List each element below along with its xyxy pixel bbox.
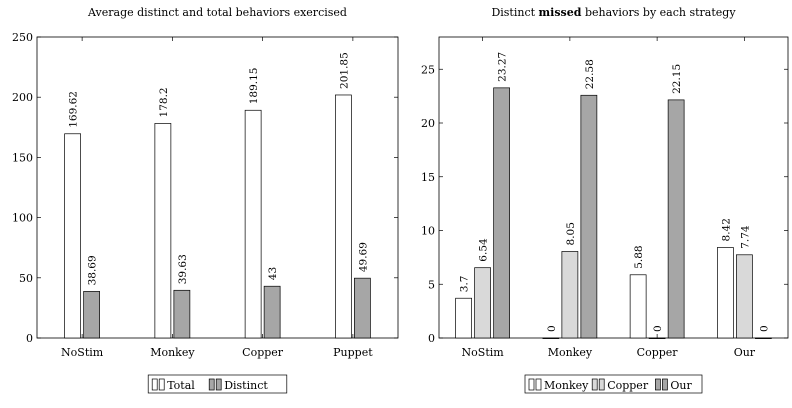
x-tick-label-monkey: Monkey — [150, 346, 195, 359]
chart-title: Average distinct and total behaviors exe… — [87, 6, 347, 19]
data-label-monkey-copper: 5.88 — [633, 245, 645, 268]
bar-total-puppet — [335, 94, 352, 339]
x-tick-label-our: Our — [734, 346, 756, 359]
legend-swatch-copper — [591, 378, 598, 391]
legend-label-copper: Copper — [607, 379, 649, 392]
data-label-our-monkey: 22.58 — [584, 59, 596, 89]
legend-label-distinct: Distinct — [224, 379, 268, 392]
data-label-monkey-nostim: 3.7 — [459, 276, 471, 293]
x-tick-label-nostim: NoStim — [61, 346, 104, 359]
y-tick-label: 25 — [421, 63, 435, 76]
bar-copper-copper — [648, 337, 666, 339]
plot-frame — [36, 36, 399, 339]
data-label-our-our: 0 — [758, 325, 770, 332]
data-label-distinct-nostim: 38.69 — [87, 255, 99, 285]
data-label-total-nostim: 169.62 — [68, 91, 80, 128]
legend-swatch-total — [151, 378, 158, 391]
bar-copper-monkey — [561, 251, 579, 339]
bar-copper-our — [736, 254, 753, 339]
bar-copper-nostim — [474, 267, 491, 339]
data-label-copper-copper: 0 — [652, 325, 664, 332]
y-tick-label: 150 — [12, 151, 33, 164]
y-tick-label: 15 — [421, 171, 435, 184]
legend-swatch-total — [158, 378, 165, 391]
y-tick-label: 20 — [421, 117, 435, 130]
data-label-distinct-copper: 43 — [267, 267, 279, 280]
bar-our-our — [755, 337, 772, 339]
data-label-our-nostim: 23.27 — [497, 52, 509, 82]
bar-total-nostim — [64, 133, 81, 339]
data-label-distinct-puppet: 49.69 — [357, 242, 369, 272]
x-tick-label-copper: Copper — [637, 346, 679, 359]
y-tick-label: 50 — [19, 272, 33, 285]
data-label-total-monkey: 178.2 — [158, 87, 170, 117]
data-label-distinct-monkey: 39.63 — [177, 254, 189, 284]
bar-distinct-nostim — [83, 291, 100, 339]
left-chart-panel: Average distinct and total behaviors exe… — [12, 6, 399, 394]
x-tick-label-monkey: Monkey — [548, 346, 593, 359]
x-tick-label-puppet: Puppet — [333, 346, 373, 359]
legend-swatch-distinct — [208, 378, 215, 391]
y-tick-label: 0 — [26, 332, 33, 345]
bar-our-monkey — [580, 94, 598, 339]
y-tick-label: 10 — [421, 225, 435, 238]
bar-monkey-copper — [629, 274, 647, 339]
bar-total-monkey — [154, 123, 172, 339]
data-label-our-copper: 22.15 — [671, 64, 683, 94]
legend-swatch-monkey — [535, 378, 542, 391]
y-tick-label: 5 — [428, 278, 435, 291]
bar-monkey-monkey — [542, 337, 560, 339]
bar-monkey-our — [717, 247, 734, 339]
right-chart-panel: Distinct missed behaviors by each strate… — [421, 6, 789, 394]
y-tick-label: 250 — [12, 31, 33, 44]
x-tick-label-copper: Copper — [242, 346, 284, 359]
legend-swatch-monkey — [528, 378, 535, 391]
legend-label-our: Our — [670, 379, 692, 392]
bar-total-copper — [244, 109, 262, 339]
bar-distinct-copper — [263, 285, 281, 339]
plot-frame — [438, 36, 789, 339]
data-label-total-puppet: 201.85 — [338, 52, 350, 89]
legend-swatch-our — [655, 378, 661, 391]
bar-distinct-puppet — [354, 277, 371, 339]
bar-distinct-monkey — [173, 289, 191, 339]
legend-swatch-distinct — [215, 378, 222, 391]
y-tick-label: 200 — [12, 91, 33, 104]
x-tick-label-nostim: NoStim — [462, 346, 505, 359]
legend-swatch-copper — [598, 378, 605, 391]
data-label-copper-monkey: 8.05 — [565, 222, 577, 245]
legend-label-total: Total — [167, 379, 195, 392]
bar-monkey-nostim — [455, 297, 472, 339]
legend-label-monkey: Monkey — [544, 379, 589, 392]
data-label-copper-our: 7.74 — [739, 225, 751, 249]
data-label-monkey-our: 8.42 — [720, 218, 732, 241]
legend-swatch-our — [662, 378, 668, 391]
y-tick-label: 100 — [12, 212, 33, 225]
data-label-monkey-monkey: 0 — [546, 325, 558, 332]
data-label-total-copper: 189.15 — [248, 68, 260, 105]
y-tick-label: 0 — [428, 332, 435, 345]
bar-our-nostim — [493, 87, 510, 339]
data-label-copper-nostim: 6.54 — [478, 238, 490, 262]
bar-our-copper — [667, 99, 685, 339]
chart-title: Distinct missed behaviors by each strate… — [491, 6, 736, 19]
